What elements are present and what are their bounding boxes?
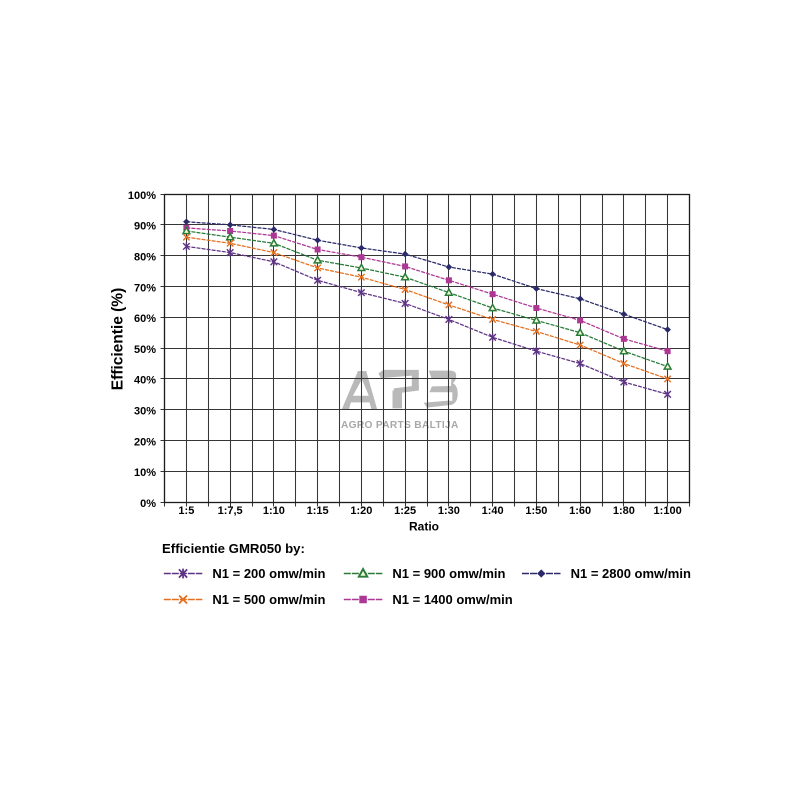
- svg-text:1:5: 1:5: [178, 505, 194, 517]
- svg-text:30%: 30%: [134, 406, 156, 418]
- svg-text:70%: 70%: [134, 282, 156, 294]
- svg-text:90%: 90%: [134, 221, 156, 233]
- svg-text:1:80: 1:80: [613, 505, 635, 517]
- svg-text:N1 = 200 omw/min: N1 = 200 omw/min: [212, 566, 325, 581]
- svg-text:20%: 20%: [134, 436, 156, 448]
- svg-text:N1 = 900 omw/min: N1 = 900 omw/min: [392, 566, 505, 581]
- svg-text:1:20: 1:20: [350, 505, 372, 517]
- svg-text:50%: 50%: [134, 344, 156, 356]
- svg-text:N1 = 1400 omw/min: N1 = 1400 omw/min: [392, 592, 512, 607]
- svg-text:80%: 80%: [134, 251, 156, 263]
- svg-text:100%: 100%: [128, 190, 156, 202]
- svg-text:1:15: 1:15: [307, 505, 329, 517]
- svg-text:N1 = 500 omw/min: N1 = 500 omw/min: [212, 592, 325, 607]
- svg-text:1:7,5: 1:7,5: [218, 505, 243, 517]
- svg-text:1:40: 1:40: [482, 505, 504, 517]
- svg-text:Efficientie GMR050 by:: Efficientie GMR050 by:: [162, 541, 305, 556]
- svg-text:1:100: 1:100: [654, 505, 682, 517]
- svg-text:Ratio: Ratio: [409, 520, 439, 534]
- svg-text:AGRO PARTS BALTIJA: AGRO PARTS BALTIJA: [341, 420, 459, 431]
- svg-text:1:30: 1:30: [438, 505, 460, 517]
- svg-text:1:60: 1:60: [569, 505, 591, 517]
- svg-text:1:10: 1:10: [263, 505, 285, 517]
- svg-text:1:25: 1:25: [394, 505, 416, 517]
- svg-text:0%: 0%: [140, 498, 156, 510]
- svg-text:N1 = 2800 omw/min: N1 = 2800 omw/min: [571, 566, 691, 581]
- svg-text:10%: 10%: [134, 467, 156, 479]
- svg-text:Efficientie (%): Efficientie (%): [110, 288, 127, 390]
- svg-text:60%: 60%: [134, 313, 156, 325]
- svg-text:40%: 40%: [134, 375, 156, 387]
- svg-text:1:50: 1:50: [525, 505, 547, 517]
